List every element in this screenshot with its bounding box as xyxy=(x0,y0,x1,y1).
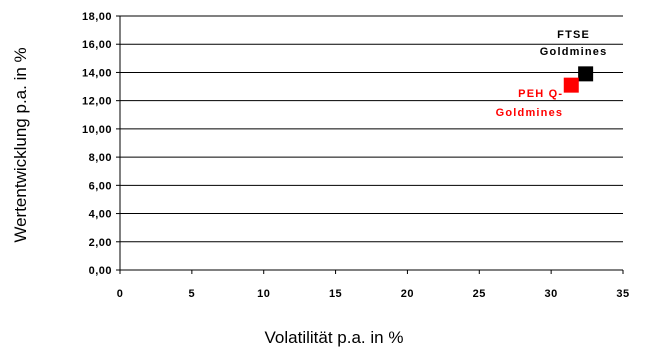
data-point-1 xyxy=(563,77,579,93)
x-tick-label: 30 xyxy=(545,288,558,300)
point-label-0: Goldmines xyxy=(540,46,608,58)
y-tick-label: 2,00 xyxy=(89,237,112,249)
data-point-0 xyxy=(578,66,594,82)
point-label-1: PEH Q- xyxy=(518,88,563,100)
x-tick-label: 20 xyxy=(401,288,414,300)
x-tick-labels: 0 5 10 15 20 25 30 35 xyxy=(117,288,629,300)
data-points xyxy=(563,66,594,93)
y-tick-label: 10,00 xyxy=(82,124,112,136)
x-axis-label: Volatilität p.a. in % xyxy=(265,328,404,347)
y-tick-label: 16,00 xyxy=(82,39,112,51)
y-axis-label: Wertentwicklung p.a. in % xyxy=(11,47,30,242)
x-tick-label: 5 xyxy=(189,288,196,300)
gridlines xyxy=(120,15,623,243)
axes xyxy=(116,15,624,274)
y-tick-label: 14,00 xyxy=(82,67,112,79)
x-tick-label: 25 xyxy=(473,288,486,300)
y-tick-labels: 0,00 2,00 4,00 6,00 8,00 10,00 12,00 14,00 16,00… xyxy=(82,11,112,277)
y-tick-label: 0,00 xyxy=(89,265,112,277)
y-tick-label: 4,00 xyxy=(89,209,112,221)
x-tick-label: 35 xyxy=(616,288,629,300)
y-tick-label: 12,00 xyxy=(82,96,112,108)
y-tick-label: 18,00 xyxy=(82,11,112,23)
y-tick-label: 8,00 xyxy=(89,152,112,164)
x-tick-label: 0 xyxy=(117,288,124,300)
point-label-1: Goldmines xyxy=(496,107,564,119)
x-tick-label: 15 xyxy=(329,288,342,300)
point-labels: FTSE Goldmines PEH Q- Goldmines xyxy=(496,29,608,119)
y-tick-label: 6,00 xyxy=(89,180,112,192)
point-label-0: FTSE xyxy=(557,29,590,41)
x-tick-label: 10 xyxy=(257,288,270,300)
